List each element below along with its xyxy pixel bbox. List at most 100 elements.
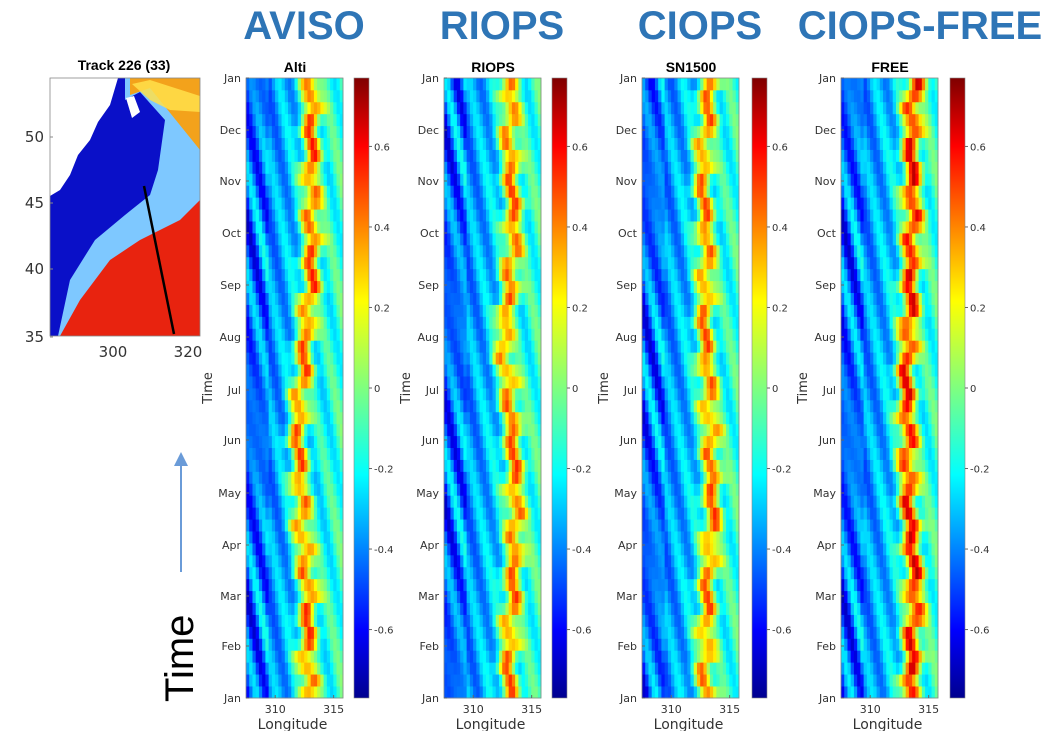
heatmap-cell — [710, 412, 714, 424]
heatmap-cell — [327, 364, 331, 376]
heatmap-cell — [687, 483, 691, 495]
heatmap-cell — [307, 293, 311, 305]
heatmap-cell — [697, 638, 701, 650]
heatmap-cell — [713, 161, 717, 173]
heatmap-cell — [447, 579, 451, 591]
heatmap-cell — [716, 233, 720, 245]
heatmap-cell — [642, 173, 646, 185]
heatmap-cell — [857, 650, 861, 662]
heatmap-cell — [525, 185, 529, 197]
heatmap-cell — [301, 102, 305, 114]
heatmap-cell — [493, 531, 497, 543]
colorbar-tick-label: -0.2 — [374, 465, 394, 476]
heatmap-cell — [311, 102, 315, 114]
heatmap-cell — [269, 78, 273, 90]
heatmap-cell — [528, 281, 532, 293]
heatmap-cell — [330, 662, 334, 674]
heatmap-cell — [493, 78, 497, 90]
heatmap-cell — [700, 376, 704, 388]
heatmap-cell — [729, 471, 733, 483]
heatmap-cell — [674, 579, 678, 591]
heatmap-cell — [249, 460, 253, 472]
heatmap-cell — [655, 173, 659, 185]
heatmap-cell — [311, 579, 315, 591]
heatmap-cell — [304, 185, 308, 197]
heatmap-cell — [337, 328, 341, 340]
heatmap-cell — [252, 603, 256, 615]
heatmap-cell — [645, 221, 649, 233]
heatmap-cell — [493, 579, 497, 591]
heatmap-cell — [275, 543, 279, 555]
heatmap-cell — [509, 471, 513, 483]
heatmap-cell — [262, 662, 266, 674]
heatmap-cell — [522, 579, 526, 591]
heatmap-cell — [522, 495, 526, 507]
heatmap-cell — [535, 555, 539, 567]
heatmap-cell — [515, 90, 519, 102]
heatmap-cell — [678, 209, 682, 221]
heatmap-cell — [716, 507, 720, 519]
heatmap-cell — [314, 603, 318, 615]
heatmap-cell — [502, 543, 506, 555]
heatmap-cell — [463, 328, 467, 340]
heatmap-cell — [476, 626, 480, 638]
heatmap-cell — [515, 662, 519, 674]
heatmap-cell — [906, 650, 910, 662]
heatmap-cell — [684, 471, 688, 483]
heatmap-cell — [883, 650, 887, 662]
heatmap-cell — [525, 495, 529, 507]
heatmap-cell — [687, 579, 691, 591]
heatmap-cell — [515, 674, 519, 686]
heatmap-cell — [256, 495, 260, 507]
heatmap-cell — [515, 173, 519, 185]
heatmap-cell — [295, 471, 299, 483]
heatmap-cell — [642, 376, 646, 388]
heatmap-cell — [687, 460, 691, 472]
heatmap-cell — [502, 567, 506, 579]
heatmap-cell — [291, 293, 295, 305]
heatmap-cell — [295, 412, 299, 424]
heatmap-cell — [259, 316, 263, 328]
heatmap-cell — [447, 507, 451, 519]
heatmap-cell — [454, 114, 458, 126]
heatmap-cell — [285, 483, 289, 495]
heatmap-cell — [535, 591, 539, 603]
heatmap-cell — [648, 305, 652, 317]
heatmap-cell — [298, 495, 302, 507]
heatmap-cell — [860, 674, 864, 686]
heatmap-cell — [505, 197, 509, 209]
heatmap-cell — [314, 448, 318, 460]
heatmap-cell — [337, 543, 341, 555]
heatmap-cell — [314, 340, 318, 352]
heatmap-cell — [528, 626, 532, 638]
heatmap-cell — [304, 543, 308, 555]
heatmap-cell — [707, 138, 711, 150]
heatmap-cell — [285, 412, 289, 424]
heatmap-cell — [285, 281, 289, 293]
heatmap-cell — [454, 150, 458, 162]
heatmap-cell — [301, 138, 305, 150]
heatmap-cell — [528, 364, 532, 376]
heatmap-cell — [505, 245, 509, 257]
heatmap-cell — [691, 197, 695, 209]
heatmap-cell — [489, 126, 493, 138]
heatmap-cell — [298, 400, 302, 412]
heatmap-cell — [645, 531, 649, 543]
heatmap-cell — [337, 233, 341, 245]
heatmap-cell — [324, 328, 328, 340]
heatmap-cell — [314, 555, 318, 567]
heatmap-cell — [505, 531, 509, 543]
heatmap-cell — [499, 257, 503, 269]
heatmap-cell — [684, 424, 688, 436]
heatmap-cell — [457, 591, 461, 603]
heatmap-cell — [314, 543, 318, 555]
heatmap-cell — [489, 388, 493, 400]
heatmap-cell — [723, 376, 727, 388]
heatmap-cell — [483, 579, 487, 591]
heatmap-cell — [327, 233, 331, 245]
heatmap-cell — [327, 376, 331, 388]
heatmap-cell — [275, 209, 279, 221]
heatmap-cell — [317, 281, 321, 293]
heatmap-cell — [668, 328, 672, 340]
heatmap-cell — [333, 519, 337, 531]
